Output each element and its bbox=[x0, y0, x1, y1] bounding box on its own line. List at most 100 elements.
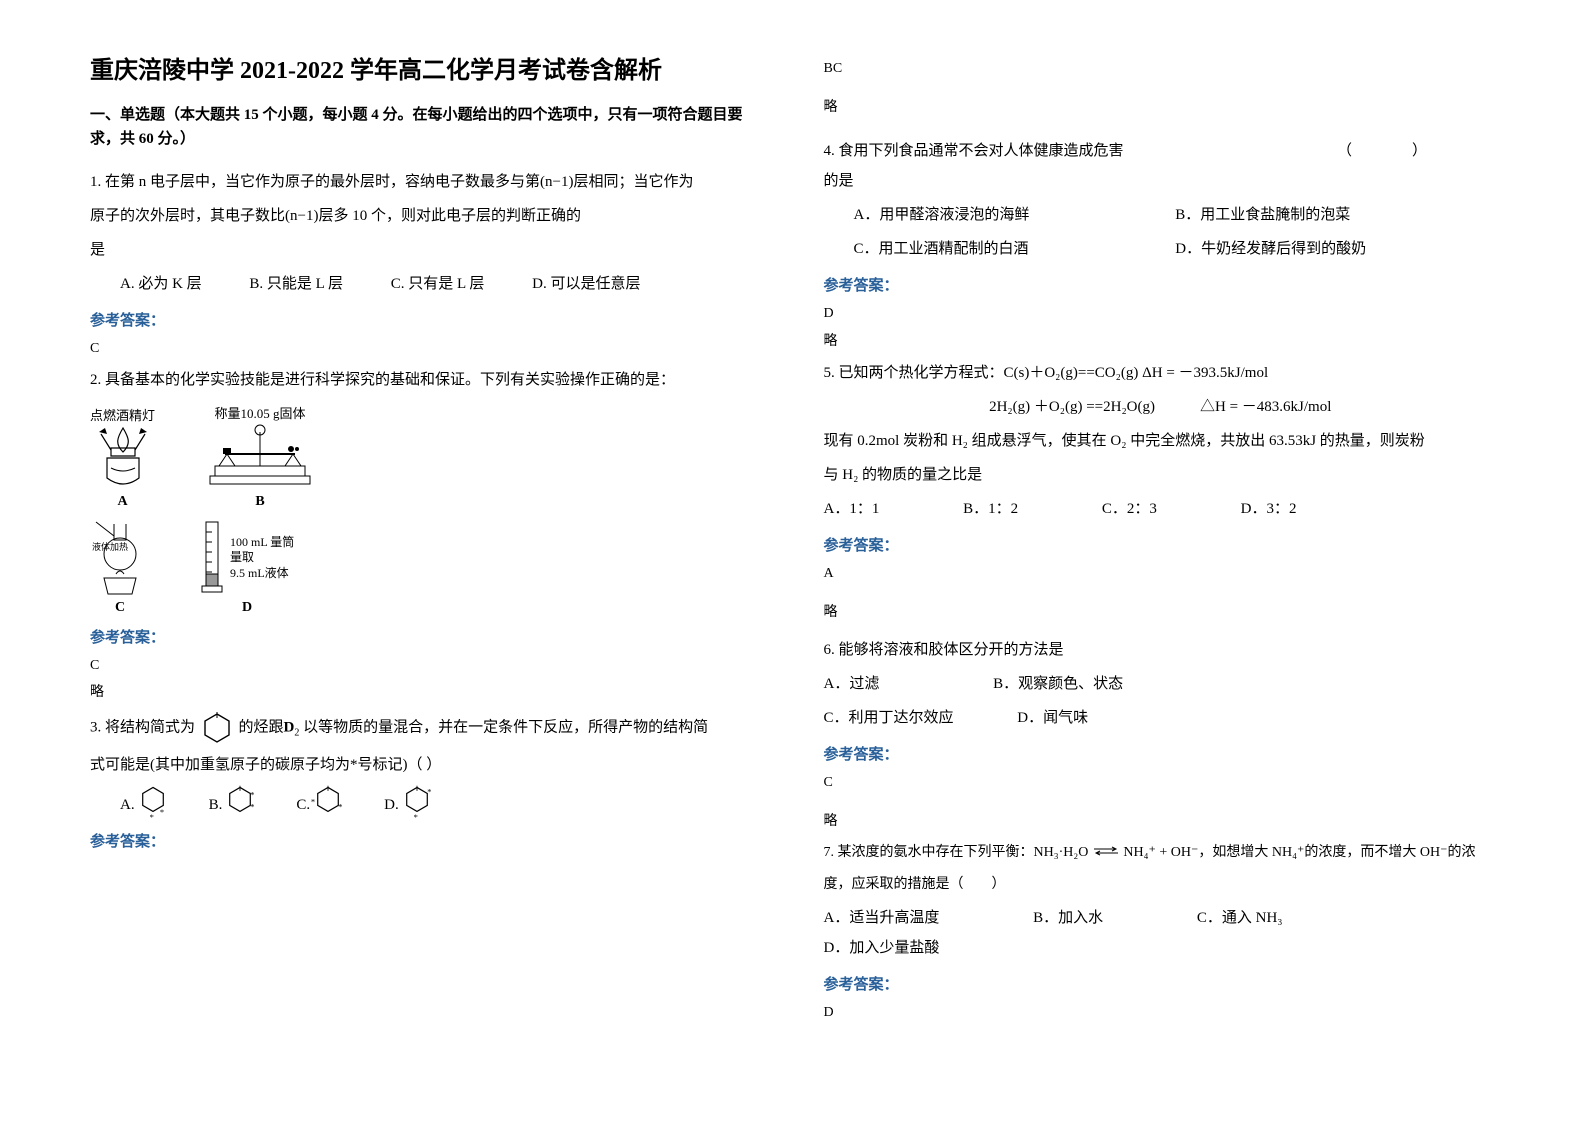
q4-opt-d: D．牛奶经发酵后得到的酸奶 bbox=[1175, 234, 1497, 264]
q4-row2: C．用工业酒精配制的白酒 D．牛奶经发酵后得到的酸奶 bbox=[824, 234, 1498, 264]
q6-row1: A．过滤 B．观察颜色、状态 bbox=[824, 669, 1498, 699]
q2-fig-d-l3: 9.5 mL液体 bbox=[230, 566, 294, 582]
q5-abbr: 略 bbox=[824, 600, 1498, 625]
q5-line4: 与 H₂ 的物质的量之比是 bbox=[824, 460, 1498, 490]
q7-opt-c: C．通入 NH₃ bbox=[1197, 903, 1283, 933]
q7-l1b: NH₄⁺ + OH⁻，如想增大 NH₄⁺的浓度，而不增大 OH⁻的浓 bbox=[1123, 845, 1475, 860]
q2-answer: C bbox=[90, 653, 764, 678]
q6-opt-a: A．过滤 bbox=[824, 669, 880, 699]
svg-text:*: * bbox=[413, 812, 417, 820]
q6-answer-label: 参考答案： bbox=[824, 743, 1498, 764]
q3-opt-a: A. bbox=[120, 790, 135, 820]
q4-stem: 4. 食用下列食品通常不会对人体健康造成危害的是 bbox=[824, 136, 1126, 196]
q6-row2: C．利用丁达尔效应 D．闻气味 bbox=[824, 703, 1498, 733]
q5-opt-b: B．1：2 bbox=[963, 494, 1018, 524]
q4-opt-b: B．用工业食盐腌制的泡菜 bbox=[1175, 200, 1497, 230]
svg-text:*: * bbox=[159, 806, 163, 816]
q6-abbr: 略 bbox=[824, 809, 1498, 834]
q7-line1: 7. 某浓度的氨水中存在下列平衡：NH₃·H₂O NH₄⁺ + OH⁻，如想增大… bbox=[824, 839, 1498, 867]
q3-opt-b: B. bbox=[209, 790, 223, 820]
q2-fig-c: 液体加热 C bbox=[90, 518, 150, 616]
svg-text:*: * bbox=[251, 801, 255, 811]
q2-text: 2. 具备基本的化学实验技能是进行科学探究的基础和保证。下列有关实验操作正确的是… bbox=[90, 365, 764, 395]
q6-opt-c: C．利用丁达尔效应 bbox=[824, 703, 954, 733]
q7-l1a: 7. 某浓度的氨水中存在下列平衡：NH₃·H₂O bbox=[824, 845, 1092, 860]
q7-answer: D bbox=[824, 1000, 1498, 1025]
q7-opt-d: D．加入少量盐酸 bbox=[824, 933, 940, 963]
q3-l1a: 3. 将结构简式为 bbox=[90, 719, 195, 735]
q3-line1: 3. 将结构简式为 的烃跟D2 以等物质的量混合，并在一定条件下反应，所得产物的… bbox=[90, 710, 764, 746]
q2-cap-a: A bbox=[117, 494, 127, 510]
q1-options: A. 必为 K 层 B. 只能是 L 层 C. 只有是 L 层 D. 可以是任意… bbox=[90, 269, 764, 299]
q5-opt-a: A．1：1 bbox=[824, 494, 880, 524]
q4-opt-a: A．用甲醛溶液浸泡的海鲜 bbox=[854, 200, 1176, 230]
q3-l1b: 的烃跟 bbox=[239, 719, 284, 735]
q1-opt-c: C. 只有是 L 层 bbox=[391, 269, 485, 299]
q1-answer-label: 参考答案： bbox=[90, 309, 764, 330]
q2-answer-label: 参考答案： bbox=[90, 626, 764, 647]
q7-options: A．适当升高温度 B．加入水 C．通入 NH₃ D．加入少量盐酸 bbox=[824, 903, 1498, 963]
q2-fig-d-l2: 量取 bbox=[230, 550, 294, 566]
q4-answer-label: 参考答案： bbox=[824, 274, 1498, 295]
q2-fig-row-2: 液体加热 C bbox=[90, 518, 764, 616]
q3-line2: 式可能是(其中加重氢原子的碳原子均为*号标记)（ ） bbox=[90, 750, 764, 780]
q6-opt-d: D．闻气味 bbox=[1017, 703, 1088, 733]
q3-abbr: 略 bbox=[824, 95, 1498, 120]
q1-opt-b: B. 只能是 L 层 bbox=[249, 269, 343, 299]
section-1-heading: 一、单选题（本大题共 15 个小题，每小题 4 分。在每小题给出的四个选项中，只… bbox=[90, 103, 764, 151]
q3-sub2: 2 bbox=[294, 727, 299, 738]
q4-opt-c: C．用工业酒精配制的白酒 bbox=[854, 234, 1176, 264]
q4-line1: 4. 食用下列食品通常不会对人体健康造成危害的是 （ ） bbox=[824, 136, 1498, 196]
q7-opt-b: B．加入水 bbox=[1033, 903, 1103, 933]
doc-title: 重庆涪陵中学 2021-2022 学年高二化学月考试卷含解析 bbox=[90, 50, 764, 85]
q2-cap-c: C bbox=[115, 600, 125, 616]
q1-opt-a: A. 必为 K 层 bbox=[120, 269, 202, 299]
q7-line2: 度，应采取的措施是（ ） bbox=[824, 871, 1498, 899]
q7-opt-a: A．适当升高温度 bbox=[824, 903, 940, 933]
q1-line2: 原子的次外层时，其电子数比(n−1)层多 10 个，则对此电子层的判断正确的 bbox=[90, 201, 764, 231]
q2-cap-b: B bbox=[255, 494, 264, 510]
q2-fig-row-1: 点燃酒精灯 A 称量10.05 g固体 bbox=[90, 403, 764, 510]
hexagon-c-icon: ** bbox=[310, 784, 346, 820]
q2-abbr: 略 bbox=[90, 680, 764, 705]
q3-opt-c: C. bbox=[296, 790, 310, 820]
right-column: BC 略 4. 食用下列食品通常不会对人体健康造成危害的是 （ ） A．用甲醛溶… bbox=[794, 50, 1528, 1072]
q1-answer: C bbox=[90, 336, 764, 361]
q3-l1d: 以等物质的量混合，并在一定条件下反应，所得产物的结构简 bbox=[303, 719, 708, 735]
q2-fig-a: 点燃酒精灯 A bbox=[90, 405, 155, 510]
q2-fig-d-l1: 100 mL 量筒 bbox=[230, 535, 294, 551]
equilibrium-arrow-icon bbox=[1092, 839, 1120, 867]
q7-answer-label: 参考答案： bbox=[824, 973, 1498, 994]
q5-line3: 现有 0.2mol 炭粉和 H₂ 组成悬浮气，使其在 O₂ 中完全燃烧，共放出 … bbox=[824, 426, 1498, 456]
q3-answer-label: 参考答案： bbox=[90, 830, 764, 851]
q5-opt-d: D．3：2 bbox=[1241, 494, 1297, 524]
svg-text:*: * bbox=[251, 789, 255, 799]
hexagon-b-icon: ** bbox=[222, 784, 258, 820]
q5-opt-c: C．2：3 bbox=[1102, 494, 1157, 524]
q2-fig-b: 称量10.05 g固体 B bbox=[205, 403, 315, 510]
q5-answer: A bbox=[824, 561, 1498, 586]
svg-text:*: * bbox=[427, 786, 431, 796]
q4-abbr: 略 bbox=[824, 329, 1498, 354]
q1-opt-d: D. 可以是任意层 bbox=[532, 269, 640, 299]
alcohol-lamp-icon bbox=[97, 424, 149, 492]
q2-fig-d-labels: 100 mL 量筒 量取 9.5 mL液体 bbox=[230, 535, 294, 582]
q5-options: A．1：1 B．1：2 C．2：3 D．3：2 bbox=[824, 494, 1498, 524]
hexagon-d-icon: ** bbox=[399, 784, 435, 820]
q1-line3: 是 bbox=[90, 235, 764, 265]
q6-answer: C bbox=[824, 770, 1498, 795]
q5-line1: 5. 已知两个热化学方程式：C(s)＋O₂(g)==CO₂(g) ΔH = －3… bbox=[824, 358, 1498, 388]
q2-fig-b-label: 称量10.05 g固体 bbox=[215, 403, 306, 422]
heating-flask-icon: 液体加热 bbox=[90, 518, 150, 598]
hexagon-a-icon: ** bbox=[135, 784, 171, 820]
q3-l1c: D bbox=[284, 719, 295, 735]
q3-answer: BC bbox=[824, 56, 1498, 81]
graduated-cylinder-icon bbox=[200, 518, 224, 598]
q3-opt-d: D. bbox=[384, 790, 399, 820]
q4-answer: D bbox=[824, 301, 1498, 326]
q2-fig-d: 100 mL 量筒 量取 9.5 mL液体 D bbox=[200, 518, 294, 616]
q2-cap-d: D bbox=[242, 600, 252, 616]
q1-line1: 1. 在第 n 电子层中，当它作为原子的最外层时，容纳电子数最多与第(n−1)层… bbox=[90, 167, 764, 197]
q5-answer-label: 参考答案： bbox=[824, 534, 1498, 555]
q4-row1: A．用甲醛溶液浸泡的海鲜 B．用工业食盐腌制的泡菜 bbox=[824, 200, 1498, 230]
